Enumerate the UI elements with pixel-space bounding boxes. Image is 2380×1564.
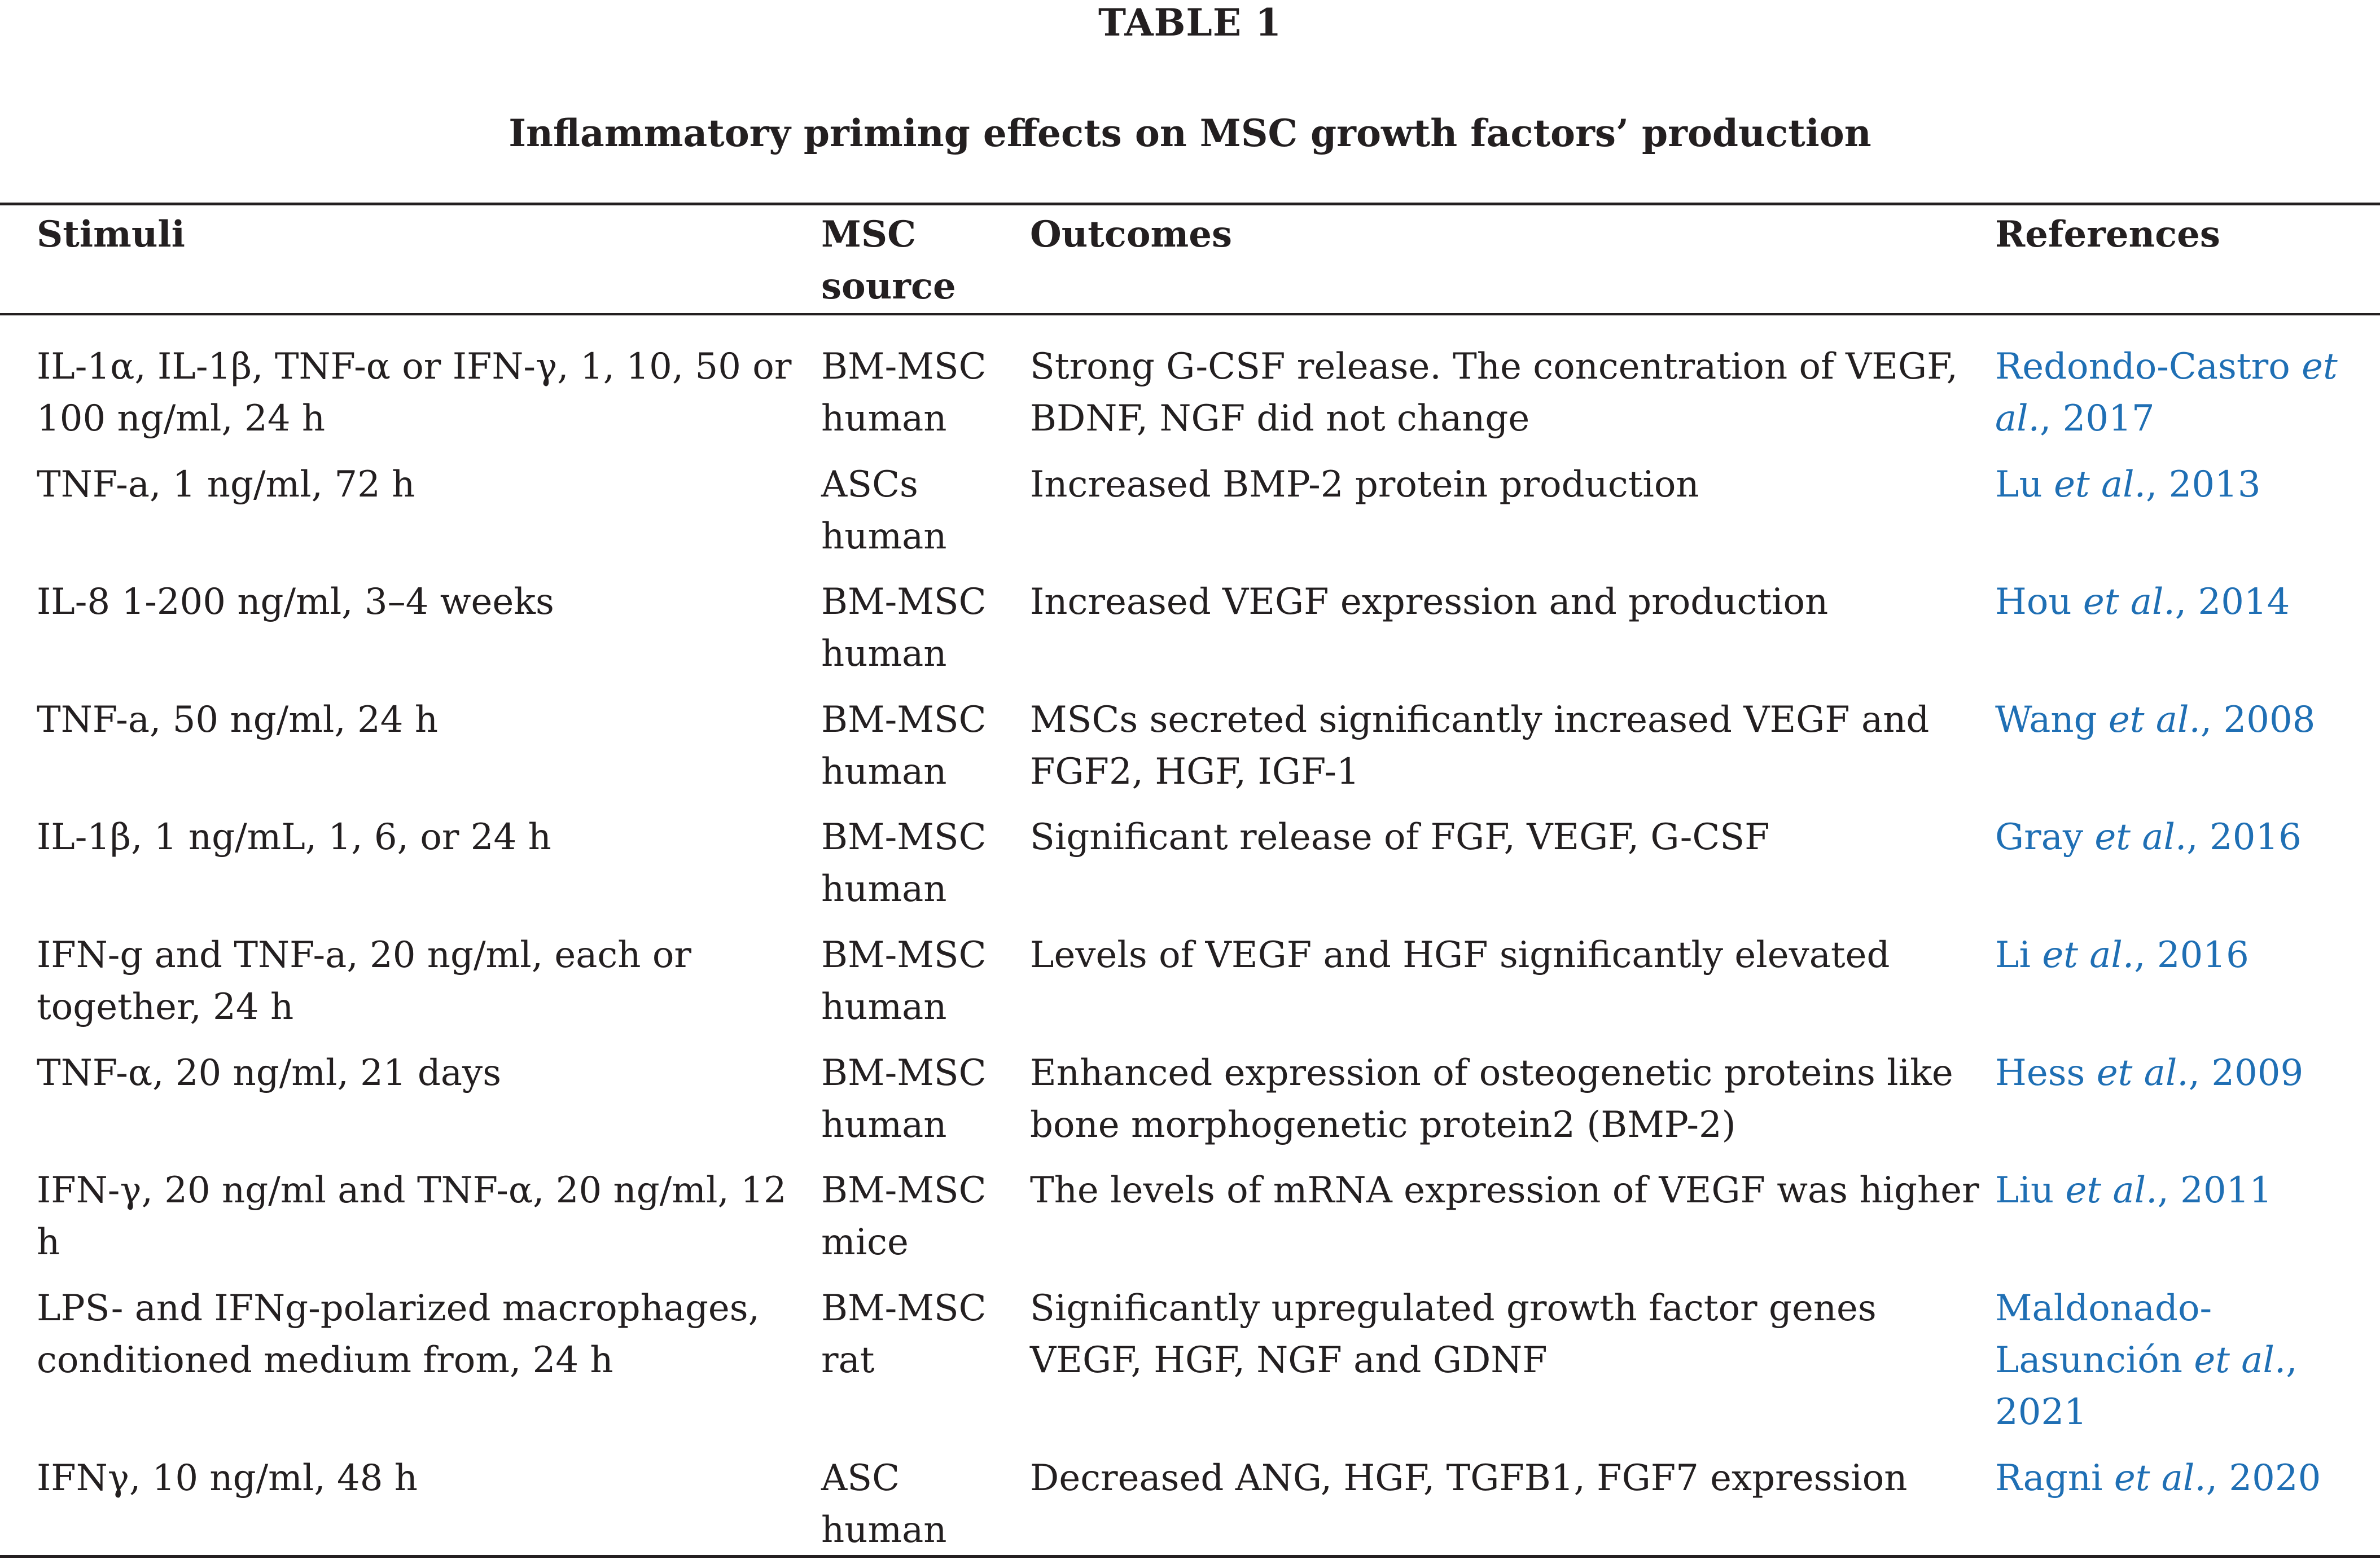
ref-et-al: et al.: [2042, 934, 2134, 976]
reference-link[interactable]: Wang et al., 2008: [1995, 699, 2315, 741]
ref-author: Hou: [1995, 581, 2072, 623]
ref-year: , 2011: [2157, 1170, 2272, 1211]
cell-msc-source: BM-MSC human: [821, 699, 987, 793]
cell-reference[interactable]: Hou et al., 2014: [1995, 576, 2379, 628]
ref-author: Wang: [1995, 699, 2097, 741]
header-msc-source: MSC source: [821, 213, 956, 307]
cell-stimuli: IFN-g and TNF-a, 20 ng/ml, each or toget…: [37, 934, 691, 1028]
cell-outcomes: Decreased ANG, HGF, TGFB1, FGF7 expressi…: [1030, 1457, 1908, 1499]
cell-msc-source: BM-MSC rat: [821, 1288, 987, 1381]
ref-author: Ragni: [1995, 1457, 2103, 1499]
cell-outcomes: Strong G-CSF release. The concentration …: [1030, 346, 1958, 440]
ref-year: , 2009: [2188, 1052, 2304, 1094]
ref-author: Li: [1995, 934, 2031, 976]
reference-link[interactable]: Liu et al., 2011: [1995, 1170, 2272, 1211]
cell-reference[interactable]: Gray et al., 2016: [1995, 811, 2379, 863]
cell-outcomes: MSCs secreted significantly increased VE…: [1030, 699, 1930, 793]
cell-msc-source: BM-MSC human: [821, 581, 987, 675]
ref-et-al: et al.: [2194, 1339, 2286, 1381]
cell-outcomes: Increased BMP-2 protein production: [1030, 464, 1699, 506]
cell-reference[interactable]: Wang et al., 2008: [1995, 694, 2379, 746]
table-header-rule: [0, 313, 2380, 315]
ref-et-al: et al.: [2094, 816, 2187, 858]
cell-reference[interactable]: Hess et al., 2009: [1995, 1047, 2379, 1099]
reference-link[interactable]: Redondo-Castro et al., 2017: [1995, 346, 2338, 440]
cell-reference[interactable]: Redondo-Castro et al., 2017: [1995, 341, 2379, 445]
ref-et-al: et al.: [2096, 1052, 2189, 1094]
ref-year: , 2016: [2186, 816, 2302, 858]
ref-author: Lu: [1995, 464, 2042, 506]
ref-et-al: et al.: [2108, 699, 2201, 741]
ref-year: , 2017: [2039, 398, 2155, 440]
table-caption: Inflammatory priming effects on MSC grow…: [509, 111, 1871, 155]
ref-author: Liu: [1995, 1170, 2054, 1211]
cell-reference[interactable]: Lu et al., 2013: [1995, 459, 2379, 511]
cell-reference[interactable]: Liu et al., 2011: [1995, 1165, 2379, 1216]
ref-author: Redondo-Castro: [1995, 346, 2290, 388]
ref-author: Hess: [1995, 1052, 2085, 1094]
cell-reference[interactable]: Ragni et al., 2020: [1995, 1452, 2379, 1504]
cell-stimuli: IFNγ, 10 ng/ml, 48 h: [37, 1457, 418, 1499]
reference-link[interactable]: Maldonado-Lasunción et al., 2021: [1995, 1288, 2298, 1433]
cell-outcomes: Increased VEGF expression and production: [1030, 581, 1829, 623]
reference-link[interactable]: Ragni et al., 2020: [1995, 1457, 2321, 1499]
ref-year: , 2020: [2206, 1457, 2321, 1499]
cell-outcomes: Enhanced expression of osteogenetic prot…: [1030, 1052, 1953, 1146]
cell-stimuli: TNF-a, 1 ng/ml, 72 h: [37, 464, 415, 506]
cell-stimuli: IL-8 1-200 ng/ml, 3–4 weeks: [37, 581, 554, 623]
cell-outcomes: Levels of VEGF and HGF significantly ele…: [1030, 934, 1890, 976]
cell-reference[interactable]: Maldonado-Lasunción et al., 2021: [1995, 1282, 2379, 1438]
cell-stimuli: IL-1α, IL-1β, TNF-α or IFN-γ, 1, 10, 50 …: [37, 346, 792, 440]
cell-stimuli: IL-1β, 1 ng/mL, 1, 6, or 24 h: [37, 816, 551, 858]
ref-year: , 2014: [2175, 581, 2290, 623]
cell-stimuli: TNF-α, 20 ng/ml, 21 days: [37, 1052, 502, 1094]
cell-msc-source: BM-MSC mice: [821, 1170, 987, 1263]
ref-et-al: et al.: [2054, 464, 2146, 506]
header-stimuli: Stimuli: [37, 213, 185, 256]
cell-stimuli: LPS- and IFNg-polarized macrophages, con…: [37, 1288, 760, 1381]
ref-year: , 2016: [2134, 934, 2249, 976]
ref-et-al: et al.: [2114, 1457, 2206, 1499]
cell-outcomes: The levels of mRNA expression of VEGF wa…: [1030, 1170, 1979, 1211]
cell-stimuli: TNF-a, 50 ng/ml, 24 h: [37, 699, 439, 741]
reference-link[interactable]: Lu et al., 2013: [1995, 464, 2261, 506]
table-bottom-rule: [0, 1555, 2380, 1558]
ref-year: , 2021: [1995, 1339, 2298, 1433]
cell-stimuli: IFN-γ, 20 ng/ml and TNF-α, 20 ng/ml, 12 …: [37, 1170, 787, 1263]
ref-et-al: et al.: [2065, 1170, 2158, 1211]
cell-msc-source: ASC human: [821, 1457, 947, 1551]
reference-link[interactable]: Hou et al., 2014: [1995, 581, 2290, 623]
reference-link[interactable]: Li et al., 2016: [1995, 934, 2249, 976]
ref-et-al: et al.: [2083, 581, 2175, 623]
cell-reference[interactable]: Li et al., 2016: [1995, 929, 2379, 981]
reference-link[interactable]: Gray et al., 2016: [1995, 816, 2302, 858]
ref-et-al: et al.: [1995, 346, 2338, 440]
cell-outcomes: Significantly upregulated growth factor …: [1030, 1288, 1877, 1381]
cell-msc-source: BM-MSC human: [821, 934, 987, 1028]
table-top-rule: [0, 203, 2380, 205]
ref-author: Gray: [1995, 816, 2084, 858]
reference-link[interactable]: Hess et al., 2009: [1995, 1052, 2303, 1094]
ref-year: , 2008: [2200, 699, 2316, 741]
table-label: TABLE 1: [1098, 1, 1282, 45]
cell-msc-source: ASCs human: [821, 464, 947, 557]
cell-msc-source: BM-MSC human: [821, 346, 987, 440]
ref-author: Maldonado-Lasunción: [1995, 1288, 2212, 1381]
cell-msc-source: BM-MSC human: [821, 816, 987, 910]
header-references: References: [1995, 213, 2220, 256]
cell-msc-source: BM-MSC human: [821, 1052, 987, 1146]
header-outcomes: Outcomes: [1030, 213, 1232, 256]
cell-outcomes: Significant release of FGF, VEGF, G-CSF: [1030, 816, 1770, 858]
ref-year: , 2013: [2145, 464, 2261, 506]
